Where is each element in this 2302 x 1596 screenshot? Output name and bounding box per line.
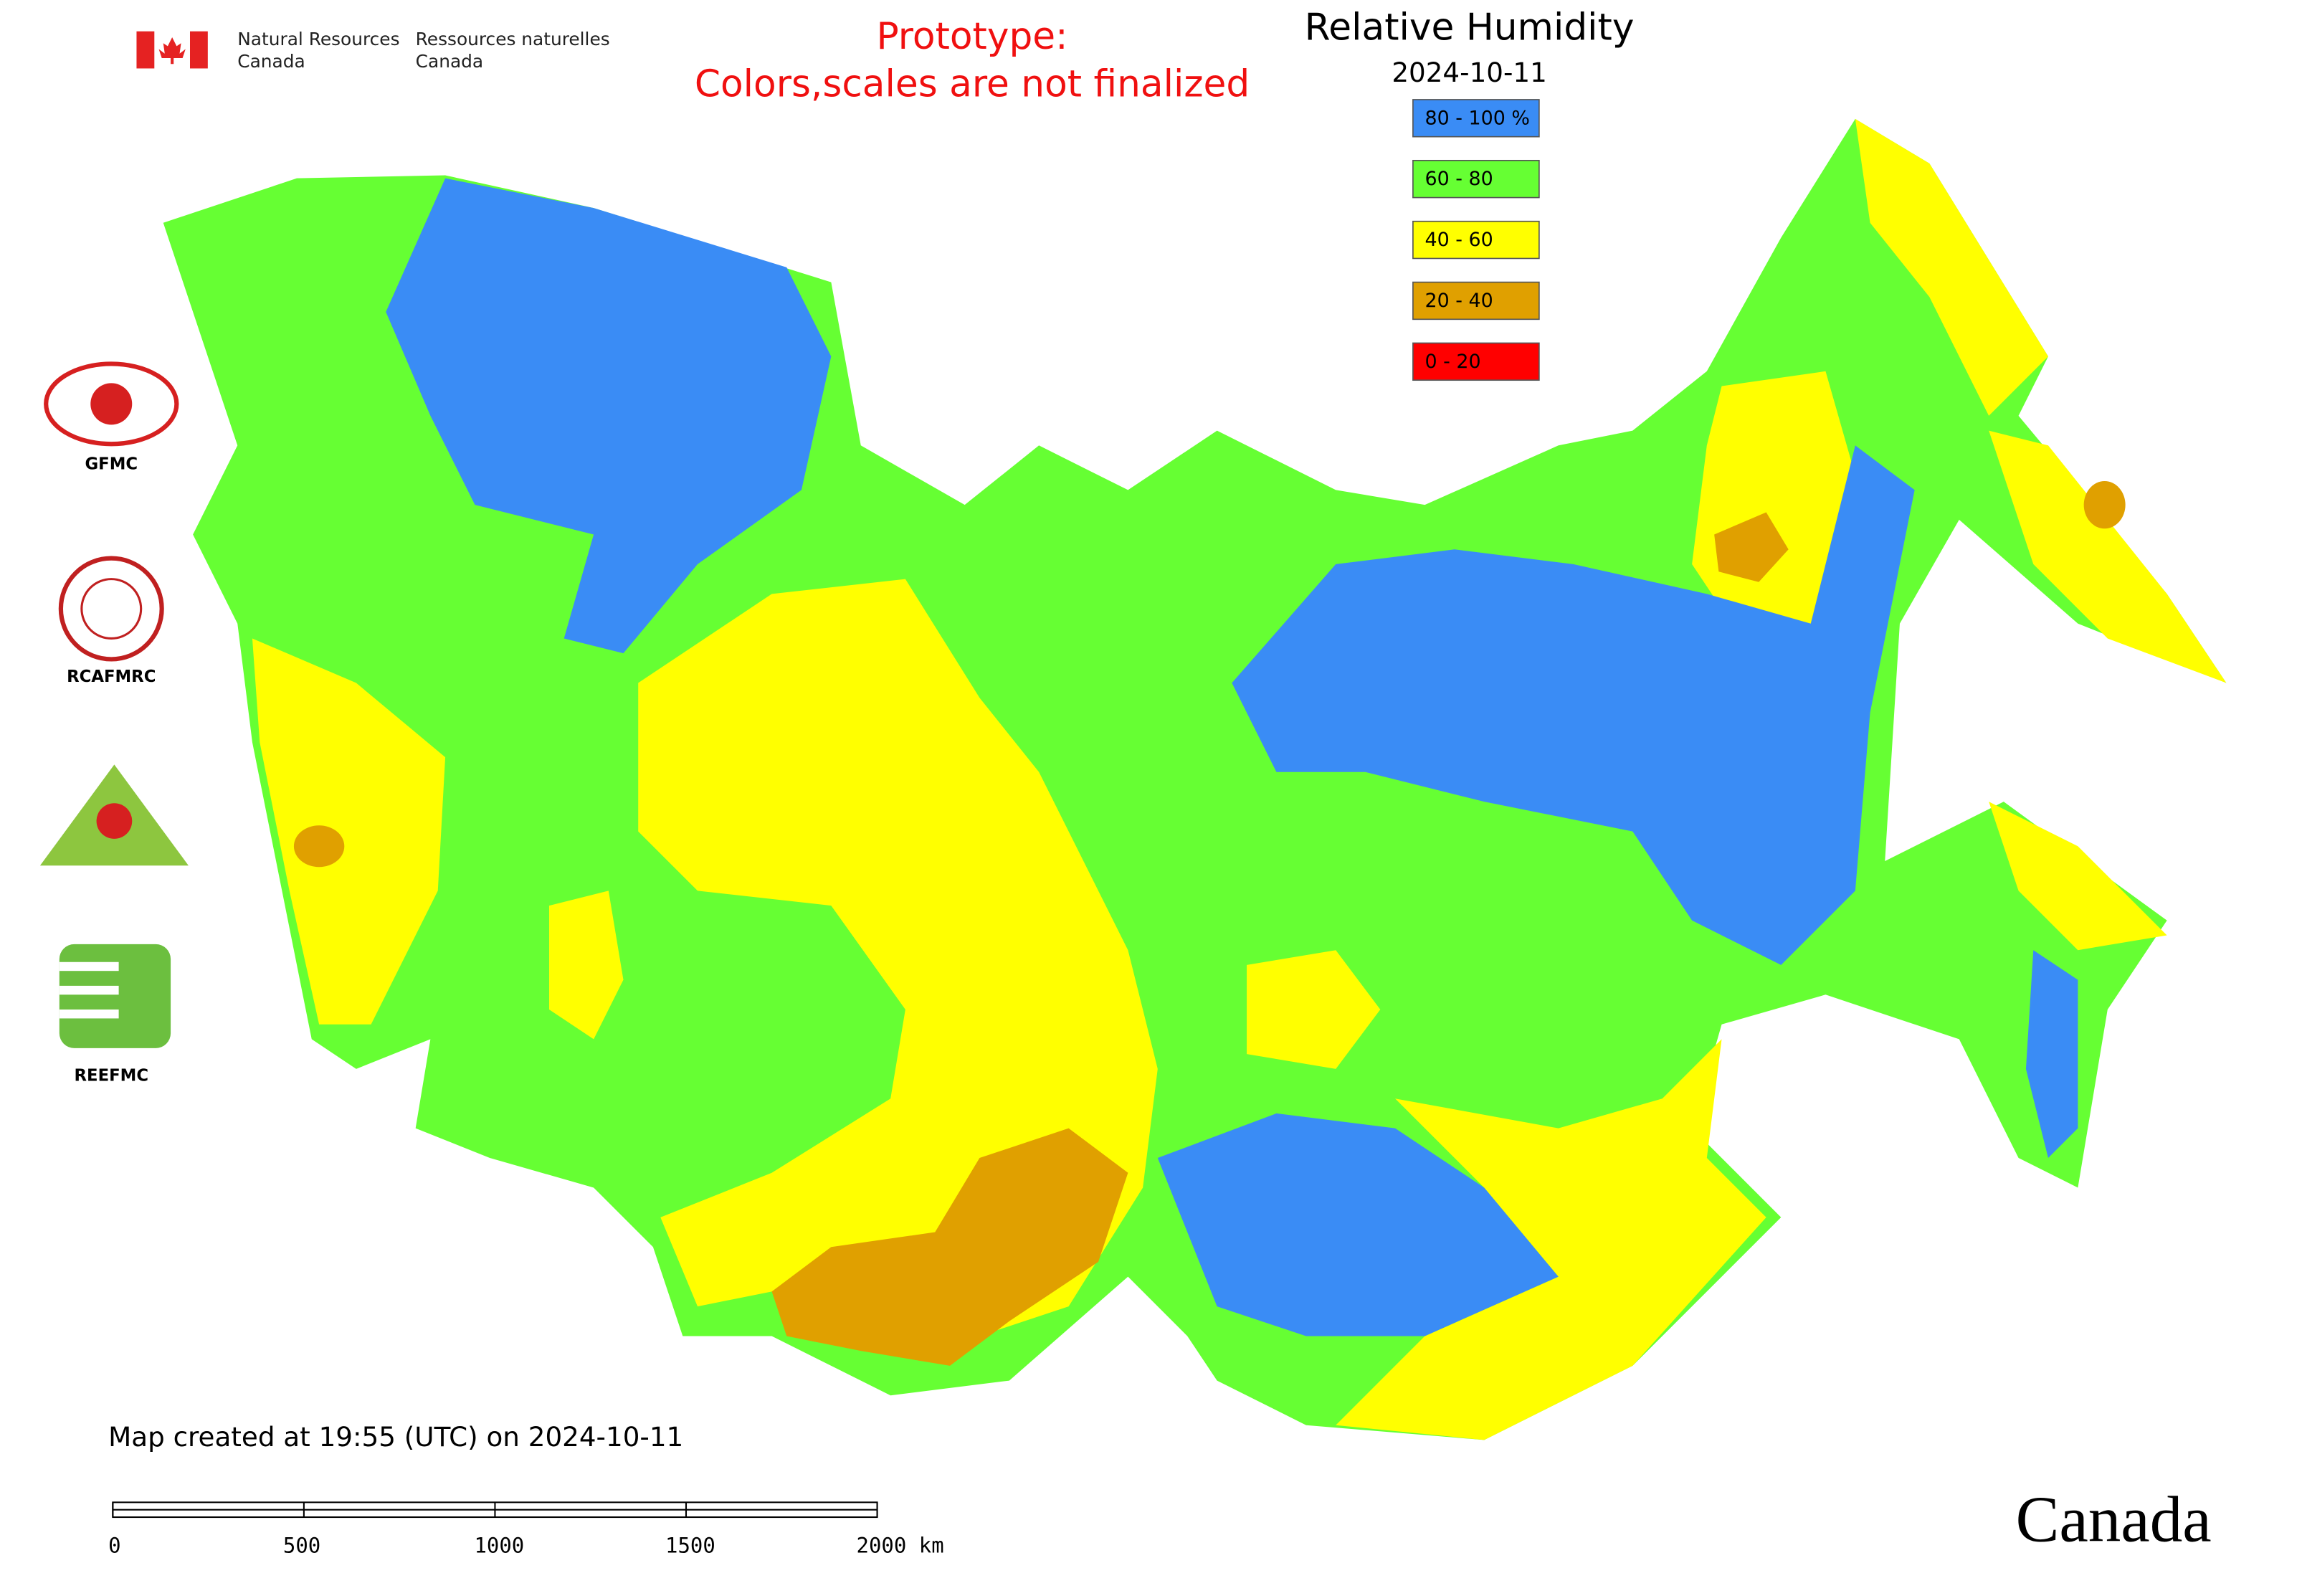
agency-en: Natural Resources <box>237 29 399 49</box>
canada-flag <box>136 31 208 69</box>
humid-region <box>386 178 832 654</box>
legend-label: 60 - 80 <box>1425 168 1493 190</box>
moderate-region <box>549 890 624 1040</box>
logo-reefmc <box>39 764 189 866</box>
logo-square <box>59 944 171 1048</box>
agency-fr: Ressources naturelles <box>416 29 610 49</box>
map <box>163 118 2227 1440</box>
dry-region <box>1714 512 1789 582</box>
humid-region <box>2025 950 2078 1159</box>
logo-ring <box>44 361 179 447</box>
logo-refmc <box>59 944 171 1048</box>
agency-en: Canada <box>237 51 305 72</box>
maple-leaf <box>158 37 186 65</box>
scale-label: 1000 <box>474 1533 524 1557</box>
humid-region <box>1157 1113 1559 1336</box>
scale-label: 0 <box>108 1533 120 1557</box>
logo-ring <box>58 556 164 662</box>
logo-flame <box>90 383 133 425</box>
moderate-region <box>1247 950 1381 1069</box>
legend-label: 0 - 20 <box>1425 351 1480 373</box>
logo-stripe <box>59 985 119 995</box>
scale-label: 500 <box>283 1533 320 1557</box>
logo-flame <box>96 803 133 839</box>
notice: Prototype: <box>876 15 1067 58</box>
legend-swatch <box>1412 281 1540 320</box>
logo-label: GFMC <box>85 455 138 474</box>
legend-swatch <box>1412 220 1540 260</box>
legend-title: Relative Humidity <box>1305 6 1635 49</box>
moderate-region <box>1989 802 2167 951</box>
legend-label: 40 - 60 <box>1425 229 1493 251</box>
flag-bar <box>136 31 155 69</box>
legend-swatch <box>1412 159 1540 199</box>
dry-region <box>2083 480 2126 529</box>
logo-rcafmrc <box>58 556 164 662</box>
logo-label: REEFMC <box>74 1067 148 1086</box>
canada-wordmark: Canada <box>2016 1483 2212 1555</box>
humid-region <box>1232 445 1915 965</box>
scale-bar: 0 500 1000 1500 2000 km <box>108 1501 944 1557</box>
moderate-region <box>252 638 446 1025</box>
legend-swatch <box>1412 342 1540 381</box>
moderate-region <box>1336 1039 1766 1440</box>
logo-label: RCAFMRC <box>67 668 156 686</box>
logo-stripe <box>59 961 119 972</box>
moderate-region <box>1989 430 2227 683</box>
legend: 80 - 100 % 60 - 80 40 - 60 20 - 40 0 - 20 <box>1412 99 1540 381</box>
flag-bar <box>189 31 208 69</box>
logo-ring <box>80 578 143 640</box>
notice: Colors,scales are not finalized <box>695 62 1250 105</box>
dry-region <box>771 1128 1128 1366</box>
moderate-region <box>1855 118 2048 416</box>
scale-label: 1500 <box>665 1533 715 1557</box>
legend-label: 80 - 100 % <box>1425 107 1530 129</box>
created-note: Map created at 19:55 (UTC) on 2024-10-11 <box>108 1421 683 1453</box>
agency-fr: Canada <box>416 51 483 72</box>
moderate-region <box>1692 371 1855 654</box>
logo-gfmc <box>44 361 179 447</box>
dry-region <box>293 825 345 868</box>
legend-date: 2024-10-11 <box>1392 57 1546 88</box>
scale-label: 2000 km <box>857 1533 944 1557</box>
logo-stripe <box>59 1010 119 1019</box>
legend-swatch <box>1412 99 1540 138</box>
legend-label: 20 - 40 <box>1425 290 1493 312</box>
